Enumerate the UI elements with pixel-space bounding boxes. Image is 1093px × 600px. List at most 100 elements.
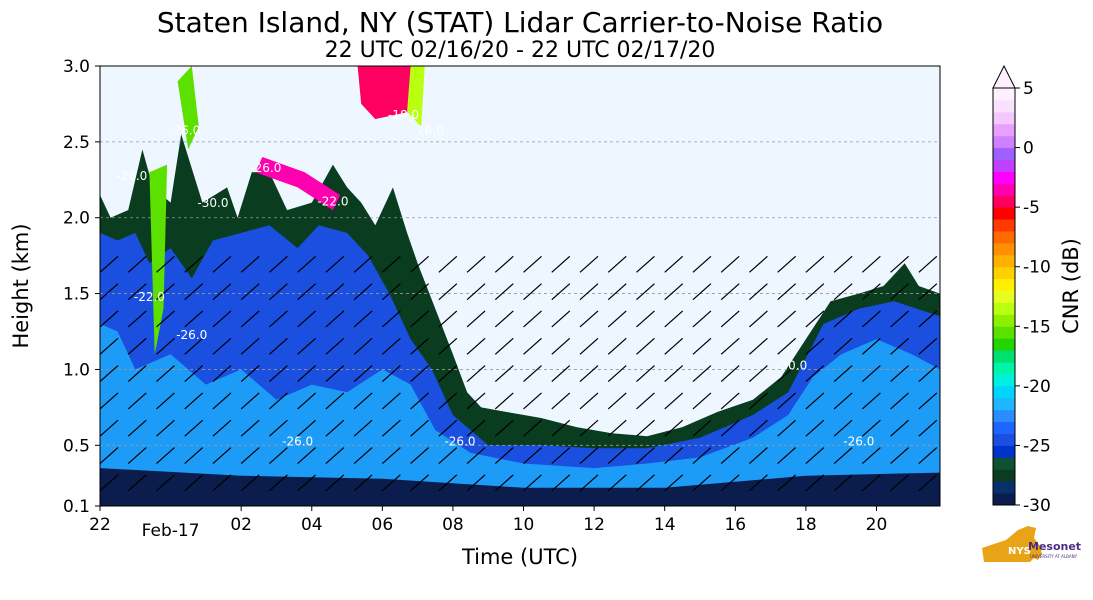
colorbar-segment xyxy=(993,99,1015,113)
wind-barb xyxy=(636,419,655,437)
wind-barb xyxy=(523,310,542,328)
wind-barb xyxy=(777,419,797,437)
colorbar-segment xyxy=(993,362,1015,375)
wind-barb xyxy=(890,337,909,355)
wind-barb xyxy=(805,419,825,437)
wind-barb xyxy=(890,474,909,492)
wind-barb xyxy=(749,337,768,355)
logo-name: Mesonet xyxy=(1028,540,1081,553)
colorbar-segment xyxy=(993,457,1015,470)
wind-barb xyxy=(466,255,486,273)
wind-barb xyxy=(833,392,853,410)
wind-barb xyxy=(777,365,797,383)
wind-barb xyxy=(100,392,119,410)
wind-barb xyxy=(692,392,712,410)
wind-barb xyxy=(100,447,119,464)
wind-barb xyxy=(607,310,627,328)
wind-barb xyxy=(494,419,514,437)
wind-barb xyxy=(381,392,401,410)
wind-barb xyxy=(466,474,486,492)
wind-barb xyxy=(494,310,514,328)
wind-barb xyxy=(100,419,119,437)
wind-barb xyxy=(212,283,232,301)
wind-barb xyxy=(325,419,345,437)
colorbar-segment xyxy=(993,302,1015,315)
wind-barb xyxy=(381,365,401,383)
wind-barb xyxy=(918,365,938,383)
wind-barb xyxy=(861,310,881,328)
wind-barb xyxy=(805,365,825,383)
wind-barb xyxy=(664,365,684,383)
wind-barb xyxy=(410,365,429,383)
echo-plume-green xyxy=(149,164,168,355)
wind-barb xyxy=(212,310,232,328)
colorbar-segment xyxy=(993,159,1015,172)
wind-barb xyxy=(918,419,938,437)
wind-barb xyxy=(664,447,684,464)
chart-title: Staten Island, NY (STAT) Lidar Carrier-t… xyxy=(156,6,884,39)
wind-barb xyxy=(551,419,571,437)
wind-barb xyxy=(607,419,627,437)
wind-barb xyxy=(325,310,345,328)
wind-barb xyxy=(636,337,655,355)
wind-barb xyxy=(749,392,768,410)
contour-label: -22.0 xyxy=(134,290,165,304)
wind-barb xyxy=(664,474,684,492)
wind-barb xyxy=(664,337,684,355)
contour-label: -26.0 xyxy=(176,328,207,342)
wind-barb xyxy=(410,337,429,355)
wind-barb xyxy=(127,255,147,273)
wind-barb xyxy=(523,392,542,410)
wind-barb xyxy=(269,337,288,355)
colorbar-segment xyxy=(993,242,1015,256)
wind-barb xyxy=(579,447,599,464)
y-tick-label: 3.0 xyxy=(63,57,90,77)
wind-barb xyxy=(100,365,119,383)
x-tick-label: 18 xyxy=(795,515,817,535)
wind-barb xyxy=(466,419,486,437)
wind-barb xyxy=(156,283,175,301)
wind-barb xyxy=(918,392,938,410)
wind-barb xyxy=(523,283,542,301)
wind-barb xyxy=(607,365,627,383)
colorbar-tick-label: -20 xyxy=(1023,377,1051,397)
wind-barb xyxy=(579,419,599,437)
colorbar-segment xyxy=(993,350,1015,363)
wind-barb xyxy=(890,447,909,464)
wind-barb xyxy=(410,474,429,492)
y-tick-label: 2.0 xyxy=(63,209,90,229)
echo-region-cyan xyxy=(100,323,940,506)
wind-barb xyxy=(297,392,317,410)
wind-barb xyxy=(861,255,881,273)
wind-barb xyxy=(833,447,853,464)
wind-barb xyxy=(579,365,599,383)
wind-barb xyxy=(833,283,853,301)
wind-barb xyxy=(269,392,288,410)
wind-barb xyxy=(805,283,825,301)
wind-barb xyxy=(890,255,909,273)
x-tick-label: 12 xyxy=(583,515,605,535)
wind-barb xyxy=(212,392,232,410)
wind-barb xyxy=(325,255,345,273)
colorbar-segment xyxy=(993,219,1015,232)
wind-barb xyxy=(353,255,373,273)
wind-barb xyxy=(777,255,797,273)
colorbar-label: CNR (dB) xyxy=(1059,238,1083,334)
wind-barb xyxy=(184,392,204,410)
wind-barb xyxy=(127,283,147,301)
wind-barb xyxy=(269,255,288,273)
wind-barb xyxy=(805,310,825,328)
wind-barb xyxy=(523,255,542,273)
contour-label: -26.0 xyxy=(413,123,444,137)
wind-barb xyxy=(240,310,260,328)
wind-barb xyxy=(918,255,938,273)
y-tick-label: 0.1 xyxy=(63,497,90,517)
wind-barb xyxy=(269,447,288,464)
wind-barb xyxy=(777,283,797,301)
wind-barb xyxy=(381,337,401,355)
colorbar-extend-arrow xyxy=(992,64,1016,89)
wind-barb xyxy=(212,474,232,492)
wind-barb xyxy=(749,365,768,383)
wind-barb xyxy=(156,365,175,383)
